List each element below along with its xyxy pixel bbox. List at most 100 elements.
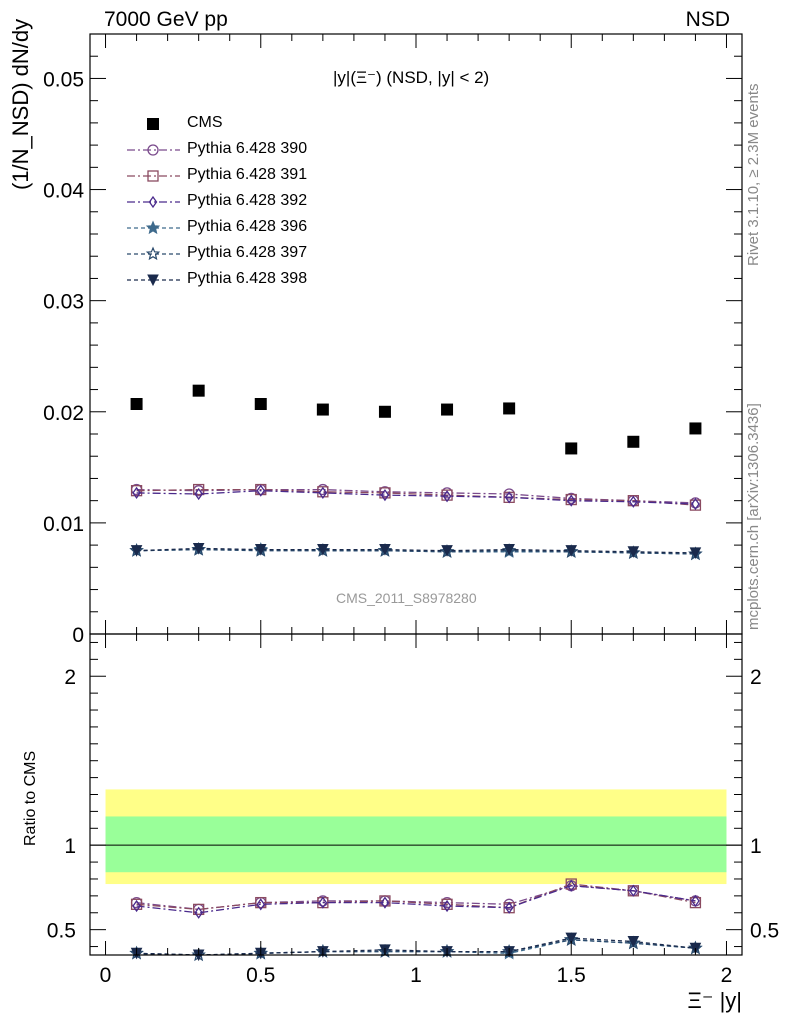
ratio-391-point [689,896,702,909]
series-392-point [629,495,638,508]
legend-label-391: Pythia 6.428 391 [187,166,308,183]
legend-marker-392 [148,195,158,209]
x-tick-label: 0 [100,964,112,987]
series-398-point [441,545,453,557]
x-tick-label: 0.5 [246,964,275,987]
ratio-391-point [255,896,267,909]
ratio-392-point [566,879,576,892]
series-398-point [254,544,267,556]
x-axis-label: Ξ⁻ |y| [687,988,742,1013]
legend-label-392: Pythia 6.428 392 [187,192,308,209]
legend-marker-390 [147,144,159,156]
ratio-392-point [691,894,700,908]
ratio-tick-label-left: 1 [64,835,76,858]
legend-marker-391 [147,170,159,182]
cms-data-point [254,398,267,410]
series-line-392 [136,490,696,505]
cms-data-point [192,384,205,397]
ratio-392-point [318,896,328,909]
series-398-point [379,544,391,556]
y-tick-label: 0.03 [43,291,84,314]
legend-marker-397 [145,246,161,261]
ratio-tick-label-right: 1 [750,835,762,858]
series-392-point [318,486,328,500]
ratio-line-391 [136,883,696,911]
series-392-point [380,488,390,502]
analysis-id-label: CMS_2011_S8978280 [336,590,477,606]
ratio-tick-label-left: 0.5 [47,920,76,943]
series-398-point [503,544,515,556]
y-tick-label: 0.01 [43,513,84,536]
ratio-tick-label-right: 2 [750,666,762,689]
cms-data-point [689,422,702,435]
cms-data-point [503,402,516,415]
legend-label-397: Pythia 6.428 397 [187,244,308,261]
x-tick-label: 2 [721,964,733,987]
cms-data-point [627,435,640,448]
series-398-point [627,546,640,558]
ratio-398-point [565,932,578,945]
cms-data-point [316,403,329,416]
legend-marker-cms [147,118,159,130]
ratio-391-point [565,878,577,890]
ratio-392-point [504,901,514,914]
series-line-398 [136,547,696,554]
ratio-line-392 [136,885,696,914]
series-391-point [130,485,143,497]
ratio-392-point [442,899,452,913]
cms-data-point [565,442,578,455]
series-line-396 [136,548,696,555]
series-392-point [442,490,452,503]
legend-label-cms: CMS [187,114,223,131]
legend-label-390: Pythia 6.428 390 [187,140,308,157]
mcplots-reference-label: mcplots.cern.ch [arXiv:1306.3436] [745,403,762,630]
ratio-391-point [193,903,205,916]
energy-label: 7000 GeV pp [104,8,228,31]
y-axis-label: (1/N_NSD) dN/dy [8,18,33,190]
series-392-point [566,494,576,507]
series-398-point [565,545,578,557]
y-tick-label: 0.04 [43,180,84,203]
cms-data-point [441,403,454,416]
series-392-point [256,484,266,497]
cms-data-point [130,398,143,410]
ratio-391-point [130,898,143,910]
legend-label-398: Pythia 6.428 398 [187,270,308,287]
ratio-398-point [627,935,640,948]
series-line-391 [136,488,696,506]
ratio-392-point [132,899,141,913]
y-tick-label: 0.05 [43,68,84,91]
ratio-tick-label-right: 0.5 [750,920,779,943]
ratio-391-point [379,895,391,907]
series-391-point [193,483,205,496]
ratio-band-inner [105,816,727,873]
series-line-397 [136,548,696,555]
legend-marker-398 [147,274,159,287]
series-398-point [689,547,702,560]
ratio-axis-label: Ratio to CMS [22,750,39,846]
x-tick-label: 1 [410,964,422,987]
series-392-point [194,487,203,501]
series-392-point [132,486,141,500]
series-392-point [691,497,700,511]
ratio-392-point [256,898,266,911]
y-tick-label: 0 [72,624,84,647]
y-tick-label: 0.02 [43,402,84,425]
legend-marker-396 [145,220,161,235]
series-391-point [379,487,391,499]
ratio-392-point [380,896,390,909]
plot-title: |y|(Ξ⁻) (NSD, |y| < 2) [333,68,490,87]
ratio-392-point [629,884,638,897]
series-398-point [317,544,329,556]
rivet-version-label: Rivet 3.1.10, ≥ 2.3M events [745,83,762,267]
ratio-392-point [194,906,203,919]
cms-data-point [378,405,391,418]
x-tick-label: 1.5 [557,964,586,987]
series-398-point [130,545,143,557]
ratio-391-point [441,898,453,910]
legend-label-396: Pythia 6.428 396 [187,218,308,235]
series-392-point [504,491,514,504]
series-398-point [192,542,205,555]
ratio-tick-label-left: 2 [64,666,76,689]
